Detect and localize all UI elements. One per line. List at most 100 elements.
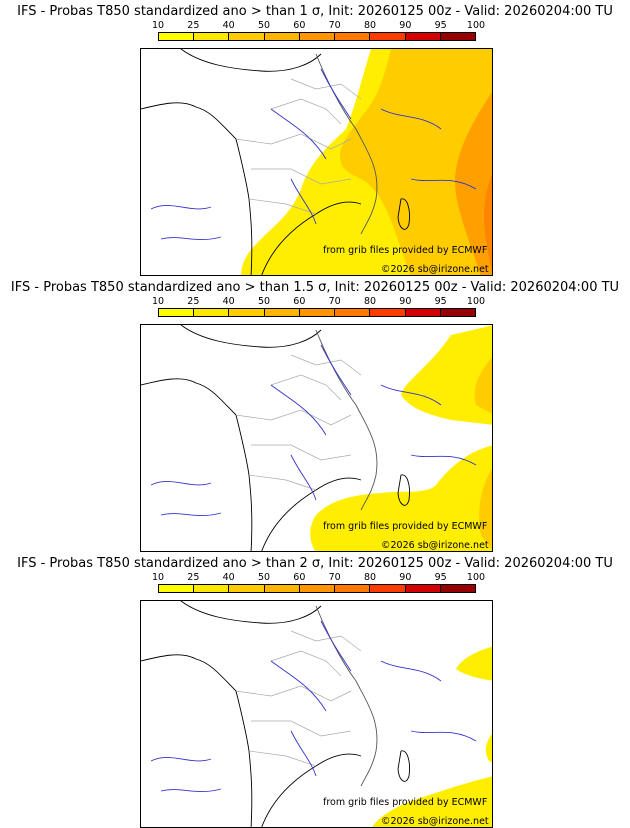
scale-labels: 10 25 40 50 60 70 80 90 95 100 bbox=[152, 20, 485, 32]
admin-borders bbox=[235, 630, 362, 767]
scale-label: 100 bbox=[466, 572, 486, 583]
scale-label: 70 bbox=[328, 572, 341, 583]
scale-label: 80 bbox=[363, 296, 377, 307]
scale-swatch bbox=[194, 585, 230, 592]
scale-swatch bbox=[370, 309, 406, 316]
river-network bbox=[150, 68, 477, 240]
scale-labels: 10 25 40 50 60 70 80 90 95 100 bbox=[152, 572, 485, 584]
scale-swatch bbox=[159, 309, 195, 316]
credit-copyright: ©2026 sb@irizone.net bbox=[381, 540, 489, 551]
scale-label: 70 bbox=[328, 20, 341, 31]
scale-label: 60 bbox=[293, 20, 306, 31]
scale-label: 90 bbox=[399, 572, 412, 583]
river-network bbox=[150, 620, 477, 792]
scale-label: 10 bbox=[151, 296, 165, 307]
scale-swatch bbox=[229, 309, 265, 316]
scale-label: 50 bbox=[257, 20, 271, 31]
scale-label: 60 bbox=[293, 572, 306, 583]
scale-swatch bbox=[299, 585, 336, 592]
probability-field-east bbox=[456, 646, 492, 681]
island-corsica bbox=[397, 474, 410, 506]
scale-swatch bbox=[159, 33, 195, 40]
scale-labels: 10 25 40 50 60 70 80 90 95 100 bbox=[152, 296, 485, 308]
probability-field-medium bbox=[340, 49, 492, 275]
scale-swatch bbox=[194, 33, 230, 40]
scale-swatch bbox=[335, 585, 371, 592]
scale-swatch bbox=[335, 33, 371, 40]
scale-label: 40 bbox=[222, 572, 235, 583]
scale-label: 25 bbox=[187, 20, 200, 31]
panel-title: IFS - Probas T850 standardized ano > tha… bbox=[10, 280, 620, 295]
probability-field-stronger bbox=[484, 174, 492, 271]
island-corsica bbox=[397, 198, 410, 230]
scale-swatch bbox=[370, 585, 406, 592]
scale-label: 90 bbox=[399, 296, 412, 307]
scale-label: 70 bbox=[328, 296, 341, 307]
scale-label: 25 bbox=[187, 572, 200, 583]
credit-source: from grib files provided by ECMWF bbox=[323, 521, 488, 532]
scale-swatch bbox=[229, 585, 265, 592]
scale-label: 80 bbox=[363, 20, 377, 31]
north-coast bbox=[180, 49, 322, 72]
north-coast bbox=[180, 325, 322, 348]
scale-label: 50 bbox=[257, 296, 271, 307]
scale-swatch bbox=[405, 309, 441, 316]
scale-label: 90 bbox=[399, 20, 412, 31]
island-corsica bbox=[397, 750, 410, 782]
scale-swatch bbox=[405, 585, 441, 592]
map-canvas bbox=[141, 49, 492, 275]
scale-swatch bbox=[299, 33, 336, 40]
probability-field-east-lower bbox=[485, 733, 492, 763]
map-panel-1: IFS - Probas T850 standardized ano > tha… bbox=[0, 0, 630, 276]
scale-swatch bbox=[299, 309, 336, 316]
scale-swatch bbox=[264, 585, 300, 592]
admin-borders bbox=[235, 78, 362, 215]
scale-bar bbox=[158, 584, 476, 593]
color-scale: 10 25 40 50 60 70 80 90 95 100 bbox=[152, 572, 485, 598]
scale-swatch bbox=[335, 309, 371, 316]
credit-source: from grib files provided by ECMWF bbox=[323, 245, 488, 256]
probability-field-south-medium bbox=[479, 468, 492, 551]
map-area: from grib files provided by ECMWF ©2026 … bbox=[140, 600, 493, 828]
map-panel-3: IFS - Probas T850 standardized ano > tha… bbox=[0, 552, 630, 828]
scale-swatch bbox=[229, 33, 265, 40]
scale-label: 95 bbox=[434, 296, 447, 307]
scale-label: 40 bbox=[222, 296, 235, 307]
credit-copyright: ©2026 sb@irizone.net bbox=[381, 264, 489, 275]
map-canvas bbox=[141, 601, 492, 827]
scale-swatch bbox=[264, 33, 300, 40]
map-panel-2: IFS - Probas T850 standardized ano > tha… bbox=[0, 276, 630, 552]
scale-label: 10 bbox=[151, 572, 165, 583]
map-canvas bbox=[141, 325, 492, 551]
scale-swatch bbox=[405, 33, 441, 40]
scale-label: 100 bbox=[466, 20, 486, 31]
scale-label: 50 bbox=[257, 572, 271, 583]
panel-title: IFS - Probas T850 standardized ano > tha… bbox=[17, 556, 613, 571]
scale-swatch bbox=[159, 585, 195, 592]
scale-swatch bbox=[440, 585, 475, 592]
probability-field-strong bbox=[455, 92, 492, 275]
scale-bar bbox=[158, 32, 476, 41]
country-border bbox=[315, 605, 378, 787]
scale-bar bbox=[158, 308, 476, 317]
scale-swatch bbox=[440, 33, 475, 40]
panel-title: IFS - Probas T850 standardized ano > tha… bbox=[17, 4, 613, 19]
scale-label: 10 bbox=[151, 20, 165, 31]
scale-swatch bbox=[264, 309, 300, 316]
north-coast bbox=[180, 601, 322, 624]
scale-label: 60 bbox=[293, 296, 306, 307]
probability-field-south bbox=[310, 445, 492, 551]
scale-label: 25 bbox=[187, 296, 200, 307]
scale-label: 100 bbox=[466, 296, 486, 307]
color-scale: 10 25 40 50 60 70 80 90 95 100 bbox=[152, 296, 485, 322]
credit-source: from grib files provided by ECMWF bbox=[323, 797, 488, 808]
scale-swatch bbox=[440, 309, 475, 316]
probability-field-south bbox=[372, 776, 492, 827]
scale-label: 95 bbox=[434, 572, 447, 583]
scale-swatch bbox=[194, 309, 230, 316]
admin-borders bbox=[235, 354, 362, 491]
probability-field-north bbox=[401, 325, 492, 425]
scale-label: 95 bbox=[434, 20, 447, 31]
credit-copyright: ©2026 sb@irizone.net bbox=[381, 816, 489, 827]
river-network bbox=[150, 344, 477, 516]
